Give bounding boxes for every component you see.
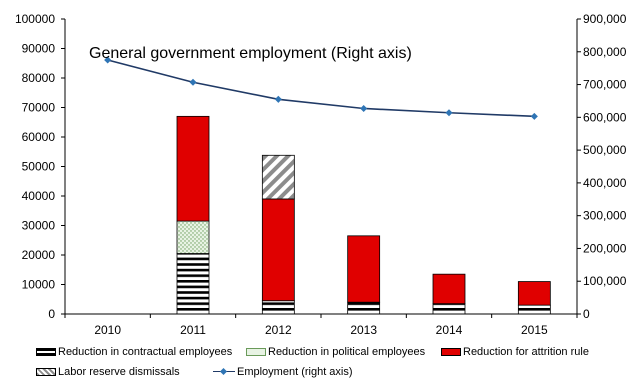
- bar-political: [176, 220, 210, 254]
- employment-line-swatch-icon: [213, 368, 235, 376]
- employment-line: [107, 59, 535, 118]
- employment-point: [189, 78, 197, 86]
- legend-item-political: Reduction in political employees: [246, 346, 425, 358]
- y-tick-label-left: 0: [48, 307, 55, 321]
- bar-attrition: [347, 235, 381, 303]
- y-tick-label-left: 50000: [22, 160, 56, 174]
- bar-attrition: [261, 198, 295, 302]
- legend-item-employment: Employment (right axis): [213, 366, 353, 378]
- employment-point: [445, 109, 453, 117]
- y-tick-label-left: 40000: [22, 189, 56, 203]
- attrition-swatch-icon: [441, 348, 461, 356]
- y-tick-label-right: 400,000: [583, 176, 627, 190]
- y-tick-label-left: 70000: [22, 101, 56, 115]
- plot-area: 0 10000 20000 30000 40000 50000 60000 70000 8000…: [15, 12, 627, 337]
- bar-contract: [347, 301, 381, 315]
- x-tick-label: 2014: [436, 323, 463, 337]
- bar-labor: [261, 154, 295, 200]
- x-tick-label: 2015: [521, 323, 548, 337]
- y-tick-label-right: 700,000: [583, 78, 627, 92]
- bar-contract: [261, 300, 295, 315]
- bar-attrition: [176, 115, 210, 222]
- y-tick-label-right: 600,000: [583, 110, 627, 124]
- bar-contract: [432, 303, 466, 315]
- contractual-swatch-icon: [36, 348, 56, 356]
- bar-contract: [176, 253, 210, 315]
- x-tick-label: 2011: [180, 323, 206, 337]
- y-tick-label-left: 20000: [22, 248, 56, 262]
- legend-item-attrition: Reduction for attrition rule: [441, 346, 589, 358]
- y-tick-label-left: 60000: [22, 130, 56, 144]
- x-tick-label: 2010: [94, 323, 121, 337]
- bar-attrition: [432, 273, 466, 305]
- y-tick-label-left: 90000: [22, 42, 56, 56]
- y-tick-label-right: 900,000: [583, 12, 627, 26]
- legend-item-contractual: Reduction in contractual employees: [36, 346, 232, 358]
- x-tick-label: 2012: [265, 323, 292, 337]
- y-tick-label-left: 10000: [22, 278, 56, 292]
- y-tick-label-left: 30000: [22, 219, 56, 233]
- x-tick-label: 2013: [350, 323, 377, 337]
- employment-point: [360, 104, 368, 113]
- y-tick-label-left: 80000: [22, 71, 56, 85]
- employment-point: [530, 112, 538, 120]
- employment-point: [274, 95, 282, 103]
- y-tick-label-right: 500,000: [583, 143, 627, 157]
- y-tick-label-left: 100000: [15, 12, 55, 26]
- employment-chart: 0 10000 20000 30000 40000 50000 60000 70000 8000…: [15, 12, 627, 337]
- political-swatch-icon: [246, 348, 266, 356]
- labor-reserve-swatch-icon: [36, 368, 56, 376]
- bar-contract: [517, 304, 551, 315]
- y-tick-label-right: 300,000: [583, 209, 627, 223]
- y-tick-label-right: 0: [583, 307, 590, 321]
- legend-item-labor-reserve: Labor reserve dismissals: [36, 366, 180, 378]
- y-tick-label-right: 800,000: [583, 45, 627, 59]
- chart-annotation: General government employment (Right axi…: [89, 45, 412, 62]
- bar-attrition: [517, 281, 551, 306]
- y-tick-label-right: 100,000: [583, 274, 627, 288]
- y-tick-label-right: 200,000: [583, 241, 627, 255]
